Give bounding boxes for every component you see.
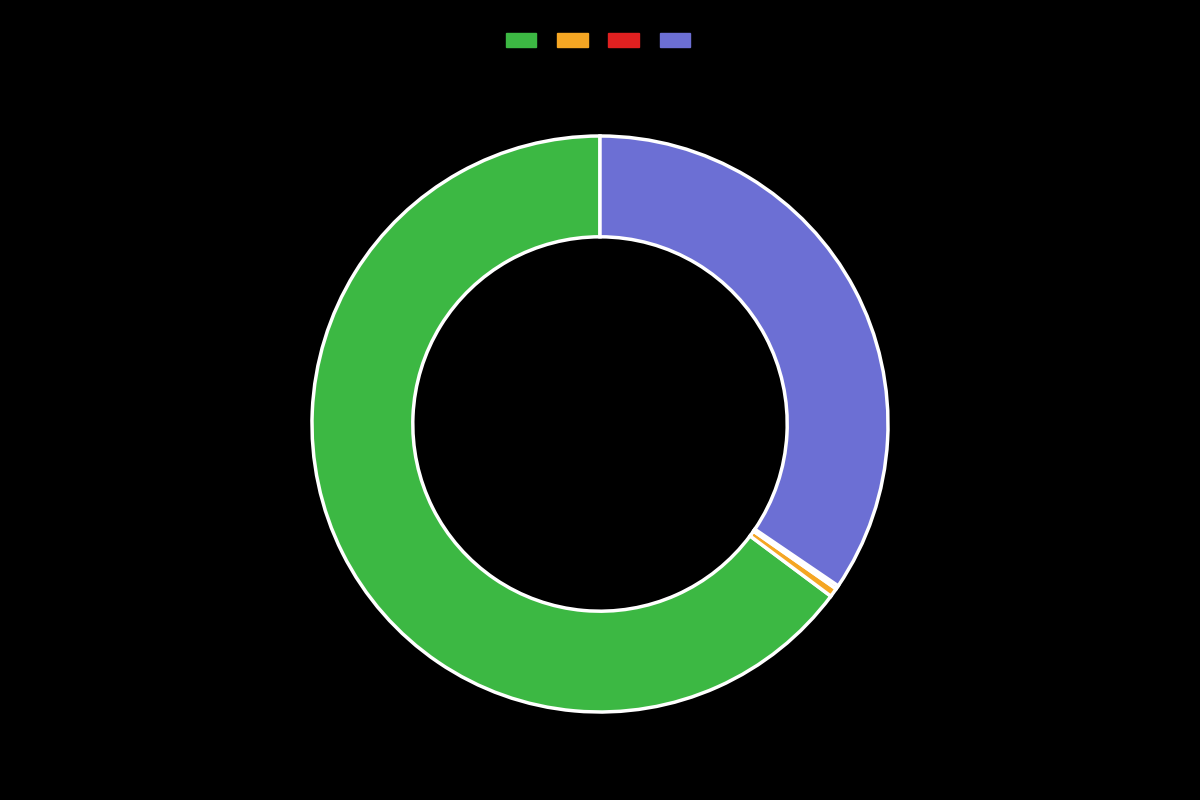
Legend: , , , : , , ,	[500, 28, 700, 54]
Wedge shape	[750, 531, 836, 596]
Wedge shape	[600, 136, 888, 586]
Wedge shape	[312, 136, 830, 712]
Wedge shape	[754, 530, 838, 589]
